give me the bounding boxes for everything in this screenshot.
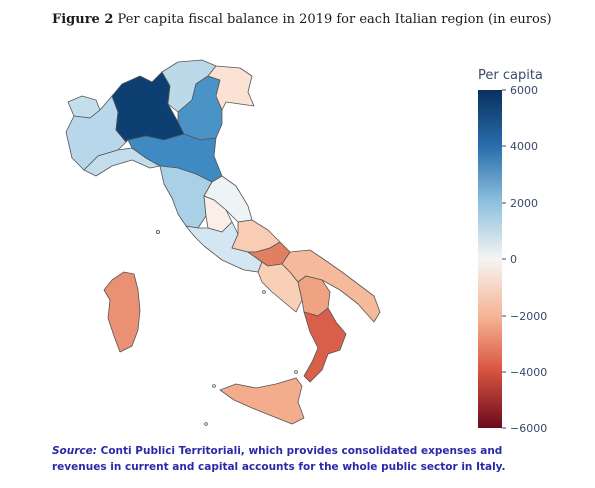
region-toscana	[159, 165, 213, 229]
source-text: Conti Publici Territoriali, which provid…	[52, 445, 506, 473]
region-calabria	[303, 307, 347, 383]
region-friuli	[207, 65, 255, 111]
figure-title: Per capita fiscal balance in 2019 for ea…	[117, 12, 552, 27]
region-sardegna	[103, 271, 141, 353]
source-label: Source:	[52, 445, 97, 457]
italy-map	[65, 59, 506, 429]
region-puglia	[281, 249, 381, 323]
region-sicilia	[219, 377, 305, 425]
colorbar	[478, 90, 502, 428]
island-egadi	[212, 384, 216, 388]
figure-caption: Figure 2 Per capita fiscal balance in 20…	[52, 12, 552, 27]
figure-label: Figure 2	[52, 12, 114, 27]
colorbar-label-0: 0	[510, 253, 517, 266]
colorbar-label-6000: 6000	[510, 84, 538, 97]
colorbar-label-m4000: −4000	[510, 366, 548, 379]
source-note: Source: Conti Publici Territoriali, whic…	[52, 443, 552, 475]
island-pantelleria	[204, 422, 208, 426]
island-aeolian	[294, 370, 298, 374]
colorbar-label-m2000: −2000	[510, 310, 548, 323]
island-elba	[155, 229, 160, 234]
colorbar-label-m6000: −6000	[510, 422, 548, 435]
legend-title: Per capita	[478, 68, 543, 83]
island-ischia	[262, 290, 266, 294]
colorbar-label-2000: 2000	[510, 197, 538, 210]
colorbar-label-4000: 4000	[510, 140, 538, 153]
